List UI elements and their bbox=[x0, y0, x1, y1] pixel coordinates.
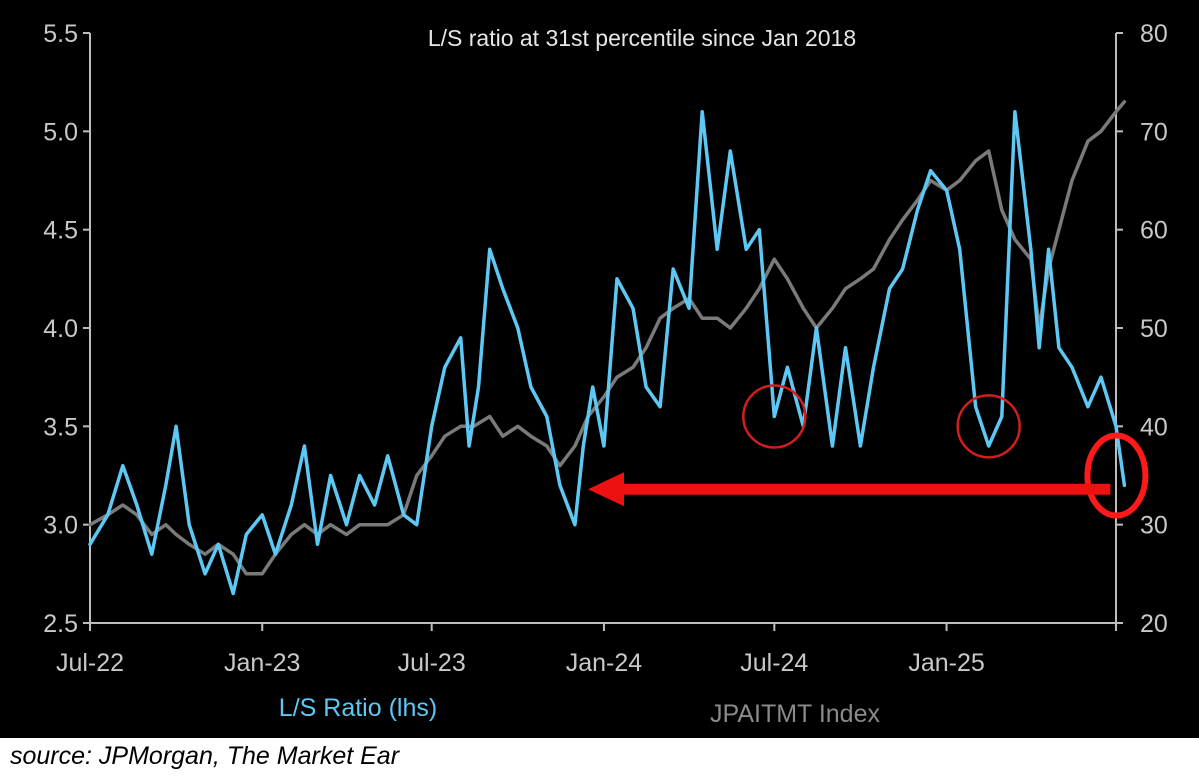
series-line-jpaitmt-index bbox=[88, 100, 1127, 576]
y-right-tick-label: 70 bbox=[1140, 118, 1168, 146]
y-left-tick-label: 5.0 bbox=[43, 118, 78, 146]
chart-svg: L/S ratio at 31st percentile since Jan 2… bbox=[0, 0, 1199, 738]
legend-jpaitmt-index: JPAITMT Index bbox=[710, 700, 880, 728]
y-right-tick-label: 40 bbox=[1140, 413, 1168, 441]
x-tick-label: Jan-24 bbox=[566, 649, 643, 677]
y-left-tick-label: 3.5 bbox=[43, 413, 78, 441]
x-tick-label: Jul-23 bbox=[398, 649, 466, 677]
axes: 2.5 3.0 3.5 4.0 4.5 5.0 5.5 20 30 40 50 60 70 80 Jul-2… bbox=[43, 20, 1168, 677]
series-line-ls-ratio bbox=[88, 109, 1127, 596]
arrow-head bbox=[588, 472, 625, 507]
y-left-tick-label: 4.0 bbox=[43, 315, 78, 343]
y-left-tick-label: 2.5 bbox=[43, 610, 78, 638]
y-left-tick-label: 4.5 bbox=[43, 217, 78, 245]
annotation-layer bbox=[588, 384, 1149, 519]
y-right-tick-label: 20 bbox=[1140, 610, 1168, 638]
y-right-tick-label: 80 bbox=[1140, 20, 1168, 48]
x-tick-label: Jan-23 bbox=[224, 649, 300, 677]
series-layer bbox=[88, 100, 1127, 596]
chart-background bbox=[0, 0, 1199, 738]
chart: L/S ratio at 31st percentile since Jan 2… bbox=[0, 0, 1199, 738]
chart-title: L/S ratio at 31st percentile since Jan 2… bbox=[428, 25, 856, 51]
x-tick-label: Jul-24 bbox=[740, 649, 808, 677]
highlight-circle bbox=[956, 394, 1021, 459]
source-text: source: JPMorgan, The Market Ear bbox=[10, 742, 400, 770]
highlight-circle bbox=[742, 384, 807, 449]
y-left-tick-label: 5.5 bbox=[43, 20, 78, 48]
highlight-ellipse-latest bbox=[1084, 432, 1149, 519]
x-tick-label: Jan-25 bbox=[908, 649, 984, 677]
y-right-tick-label: 60 bbox=[1140, 217, 1168, 245]
source-bar: source: JPMorgan, The Market Ear bbox=[0, 738, 1199, 778]
x-tick-label: Jul-22 bbox=[56, 649, 124, 677]
y-left-tick-label: 3.0 bbox=[43, 512, 78, 540]
y-right-tick-label: 50 bbox=[1140, 315, 1168, 343]
y-right-tick-label: 30 bbox=[1140, 512, 1168, 540]
legend-ls-ratio: L/S Ratio (lhs) bbox=[279, 694, 437, 722]
